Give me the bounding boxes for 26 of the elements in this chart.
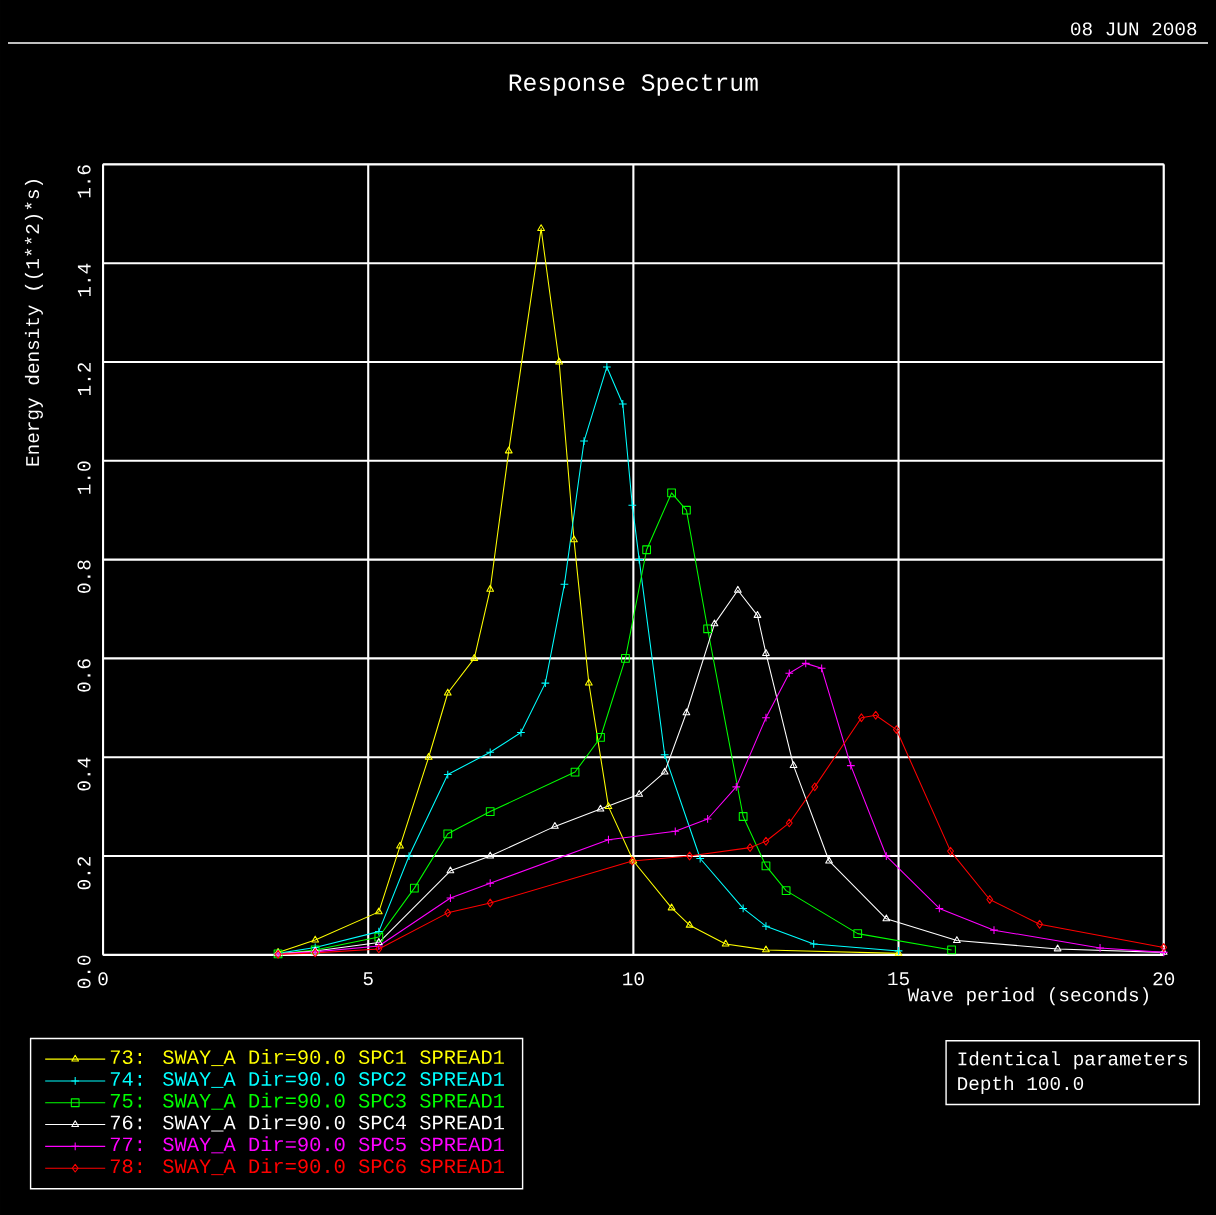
x-tick-label: 10 [623,972,644,986]
legend-label: 73: SWAY_A Dir=90.0 SPC1 SPREAD1 [110,1049,504,1067]
legend-label: 75: SWAY_A Dir=90.0 SPC3 SPREAD1 [110,1092,504,1110]
y-tick-label: 1.2 [77,362,91,396]
x-tick-label: 15 [888,972,909,986]
y-axis-title: Energy density ((1**2)*s) [24,180,43,466]
x-tick-label: 5 [363,972,373,986]
text: Depth 100.0 [958,1075,1084,1094]
y-tick-label: 0.8 [77,560,91,593]
x-axis-title: Wave period (seconds) [907,987,1149,1006]
y-tick-label: 1.4 [77,263,91,297]
x-tick-label: 20 [1153,972,1175,986]
text: Identical parameters [958,1051,1188,1070]
chart-title: Response Spectrum [509,74,758,96]
legend-label: 74: SWAY_A Dir=90.0 SPC2 SPREAD1 [110,1070,504,1088]
text: 08 JUN 2008 [1071,22,1197,36]
y-tick-label: 0.2 [77,856,91,890]
y-tick-label: 1.6 [77,165,91,198]
x-tick-label: 0 [98,972,108,986]
y-tick-label: 0.0 [77,955,91,989]
y-tick-label: 0.6 [77,659,91,692]
legend-label: 76: SWAY_A Dir=90.0 SPC4 SPREAD1 [110,1114,504,1132]
legend-label: 77: SWAY_A Dir=90.0 SPC5 SPREAD1 [110,1136,504,1154]
y-tick-label: 0.4 [77,757,91,791]
legend-label: 78: SWAY_A Dir=90.0 SPC6 SPREAD1 [110,1158,504,1176]
y-tick-label: 1.0 [77,461,91,494]
